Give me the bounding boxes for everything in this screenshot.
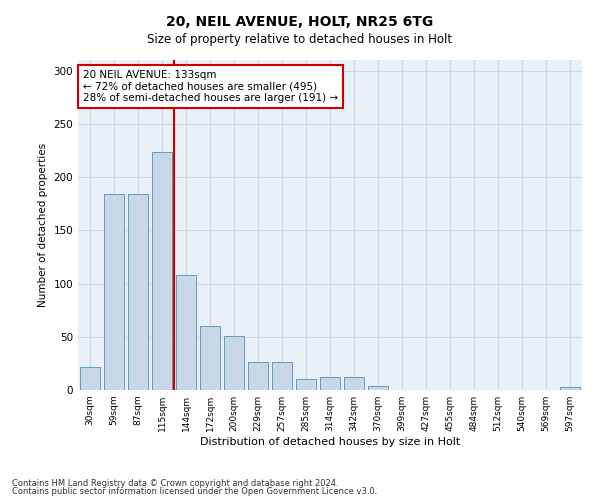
Bar [128, 194, 148, 390]
X-axis label: Distribution of detached houses by size in Holt: Distribution of detached houses by size … [200, 437, 460, 447]
Bar [272, 362, 292, 390]
Text: Size of property relative to detached houses in Holt: Size of property relative to detached ho… [148, 32, 452, 46]
Bar [200, 326, 220, 390]
Y-axis label: Number of detached properties: Number of detached properties [38, 143, 48, 307]
Bar [248, 362, 268, 390]
Bar [344, 377, 364, 390]
Bar [176, 275, 196, 390]
Text: 20 NEIL AVENUE: 133sqm
← 72% of detached houses are smaller (495)
28% of semi-de: 20 NEIL AVENUE: 133sqm ← 72% of detached… [83, 70, 338, 103]
Bar [104, 194, 124, 390]
Bar [368, 386, 388, 390]
Bar [296, 380, 316, 390]
Bar [320, 377, 340, 390]
Text: 20, NEIL AVENUE, HOLT, NR25 6TG: 20, NEIL AVENUE, HOLT, NR25 6TG [166, 15, 434, 29]
Bar [224, 336, 244, 390]
Bar [152, 152, 172, 390]
Bar [80, 366, 100, 390]
Bar [560, 387, 580, 390]
Text: Contains HM Land Registry data © Crown copyright and database right 2024.: Contains HM Land Registry data © Crown c… [12, 478, 338, 488]
Text: Contains public sector information licensed under the Open Government Licence v3: Contains public sector information licen… [12, 487, 377, 496]
